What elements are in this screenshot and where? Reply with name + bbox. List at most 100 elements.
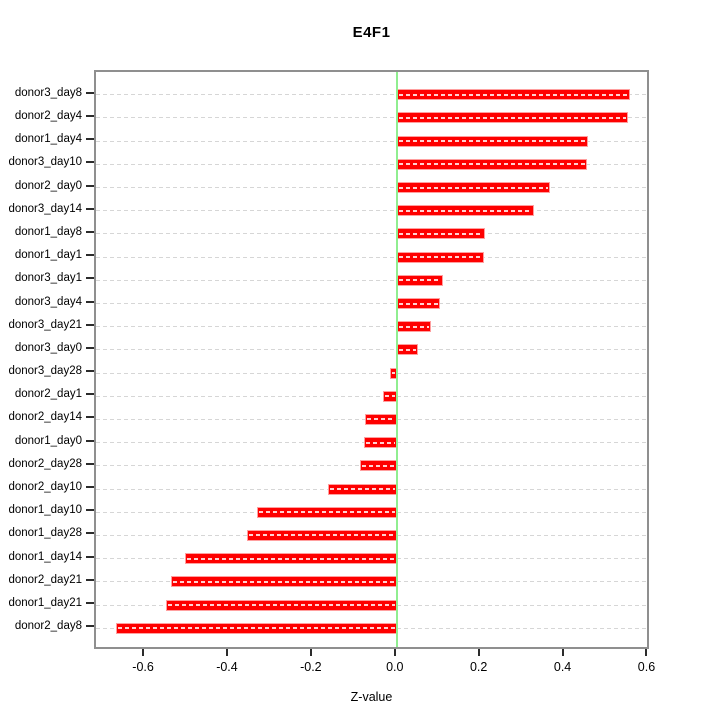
- bar-dash-pattern: [398, 186, 549, 189]
- row-gridline: [96, 395, 647, 397]
- bar-dash-pattern: [366, 441, 395, 444]
- y-tick: [86, 254, 94, 257]
- y-tick: [86, 486, 94, 489]
- bar-donor1_day8: [396, 228, 485, 240]
- bar-dash-pattern: [398, 325, 430, 328]
- y-axis-label: donor1_day14: [8, 550, 82, 563]
- y-tick: [86, 370, 94, 373]
- y-tick: [86, 532, 94, 535]
- bar-donor3_day10: [396, 158, 588, 170]
- row-gridline: [96, 210, 647, 212]
- y-axis-label: donor2_day14: [8, 411, 82, 424]
- y-axis-label: donor2_day21: [8, 573, 82, 586]
- bar-donor1_day0: [364, 437, 397, 449]
- y-tick: [86, 184, 94, 187]
- bar-dash-pattern: [168, 604, 395, 606]
- y-axis-label: donor2_day0: [14, 179, 82, 192]
- bar-dash-pattern: [362, 464, 395, 467]
- y-axis-label: donor1_day4: [14, 133, 82, 146]
- y-axis-label: donor1_day0: [14, 434, 82, 447]
- bar-donor2_day28: [360, 460, 397, 472]
- bar-dash-pattern: [248, 534, 395, 537]
- y-axis-label: donor2_day8: [14, 620, 82, 633]
- y-tick: [86, 555, 94, 558]
- bar-dash-pattern: [398, 256, 483, 259]
- y-axis-label: donor2_day4: [14, 109, 82, 122]
- y-tick: [86, 509, 94, 512]
- bar-dash-pattern: [398, 93, 629, 96]
- bar-dash-pattern: [398, 140, 587, 143]
- y-axis-label: donor3_day4: [14, 295, 82, 308]
- row-gridline: [96, 163, 647, 165]
- bar-dash-pattern: [117, 627, 395, 630]
- y-tick: [86, 323, 94, 326]
- bar-donor1_day10: [257, 506, 397, 518]
- row-gridline: [96, 303, 647, 305]
- x-tick-label: -0.2: [300, 660, 322, 674]
- bar-dash-pattern: [186, 557, 395, 560]
- bar-dash-pattern: [398, 279, 441, 282]
- bar-dash-pattern: [398, 348, 416, 351]
- y-axis-label: donor1_day1: [14, 249, 82, 262]
- y-tick: [86, 625, 94, 628]
- y-tick: [86, 161, 94, 164]
- bar-dash-pattern: [367, 418, 395, 421]
- y-axis-label: donor1_day8: [14, 225, 82, 238]
- y-axis-label: donor3_day0: [14, 341, 82, 354]
- row-gridline: [96, 326, 647, 328]
- y-axis-label: donor2_day10: [8, 481, 82, 494]
- x-tick-label: -0.6: [132, 660, 154, 674]
- y-tick: [86, 300, 94, 303]
- row-gridline: [96, 256, 647, 258]
- x-tick: [142, 649, 145, 656]
- bar-dash-pattern: [398, 116, 626, 119]
- y-tick: [86, 230, 94, 233]
- y-axis-label: donor3_day8: [14, 86, 82, 99]
- y-tick: [86, 138, 94, 141]
- row-gridline: [96, 372, 647, 374]
- x-tick-label: 0.0: [386, 660, 404, 674]
- bar-dash-pattern: [398, 209, 532, 212]
- bar-dash-pattern: [173, 580, 395, 583]
- chart-title: E4F1: [352, 24, 391, 41]
- y-tick: [86, 439, 94, 442]
- y-axis-label: donor1_day21: [8, 597, 82, 609]
- y-axis-label: donor2_day28: [8, 457, 82, 470]
- y-tick: [86, 346, 94, 349]
- bar-donor2_day8: [115, 622, 397, 634]
- y-tick: [86, 578, 94, 581]
- y-tick: [86, 393, 94, 396]
- bar-dash-pattern: [259, 511, 395, 514]
- x-tick: [225, 649, 228, 656]
- x-tick-label: 0.4: [553, 660, 572, 674]
- bar-donor3_day21: [396, 321, 432, 333]
- bar-donor2_day1: [382, 390, 397, 402]
- plot-area: [94, 70, 649, 649]
- bar-donor2_day0: [396, 182, 551, 194]
- bar-donor2_day10: [327, 483, 397, 495]
- row-gridline: [96, 233, 647, 235]
- zero-line: [395, 72, 398, 647]
- bar-donor1_day21: [166, 599, 397, 611]
- y-axis-label: donor3_day10: [8, 156, 82, 169]
- bar-donor1_day14: [184, 553, 397, 565]
- bar-dash-pattern: [398, 302, 438, 305]
- x-axis-title: Z-value: [350, 690, 393, 704]
- bar-donor1_day1: [396, 251, 485, 263]
- bar-dash-pattern: [398, 163, 586, 166]
- y-axis-label: donor1_day28: [8, 527, 82, 540]
- bar-dash-pattern: [391, 372, 395, 375]
- x-tick-label: 0.2: [469, 660, 488, 674]
- bar-donor1_day28: [246, 529, 397, 541]
- bar-donor2_day21: [171, 576, 397, 588]
- bar-donor2_day4: [396, 112, 628, 124]
- y-tick: [86, 277, 94, 280]
- bar-donor1_day4: [396, 135, 589, 147]
- x-tick-label: -0.4: [216, 660, 238, 674]
- row-gridline: [96, 279, 647, 281]
- x-tick: [561, 649, 564, 656]
- bar-dash-pattern: [398, 232, 483, 235]
- bar-dash-pattern: [329, 488, 395, 491]
- bar-donor2_day14: [365, 413, 397, 425]
